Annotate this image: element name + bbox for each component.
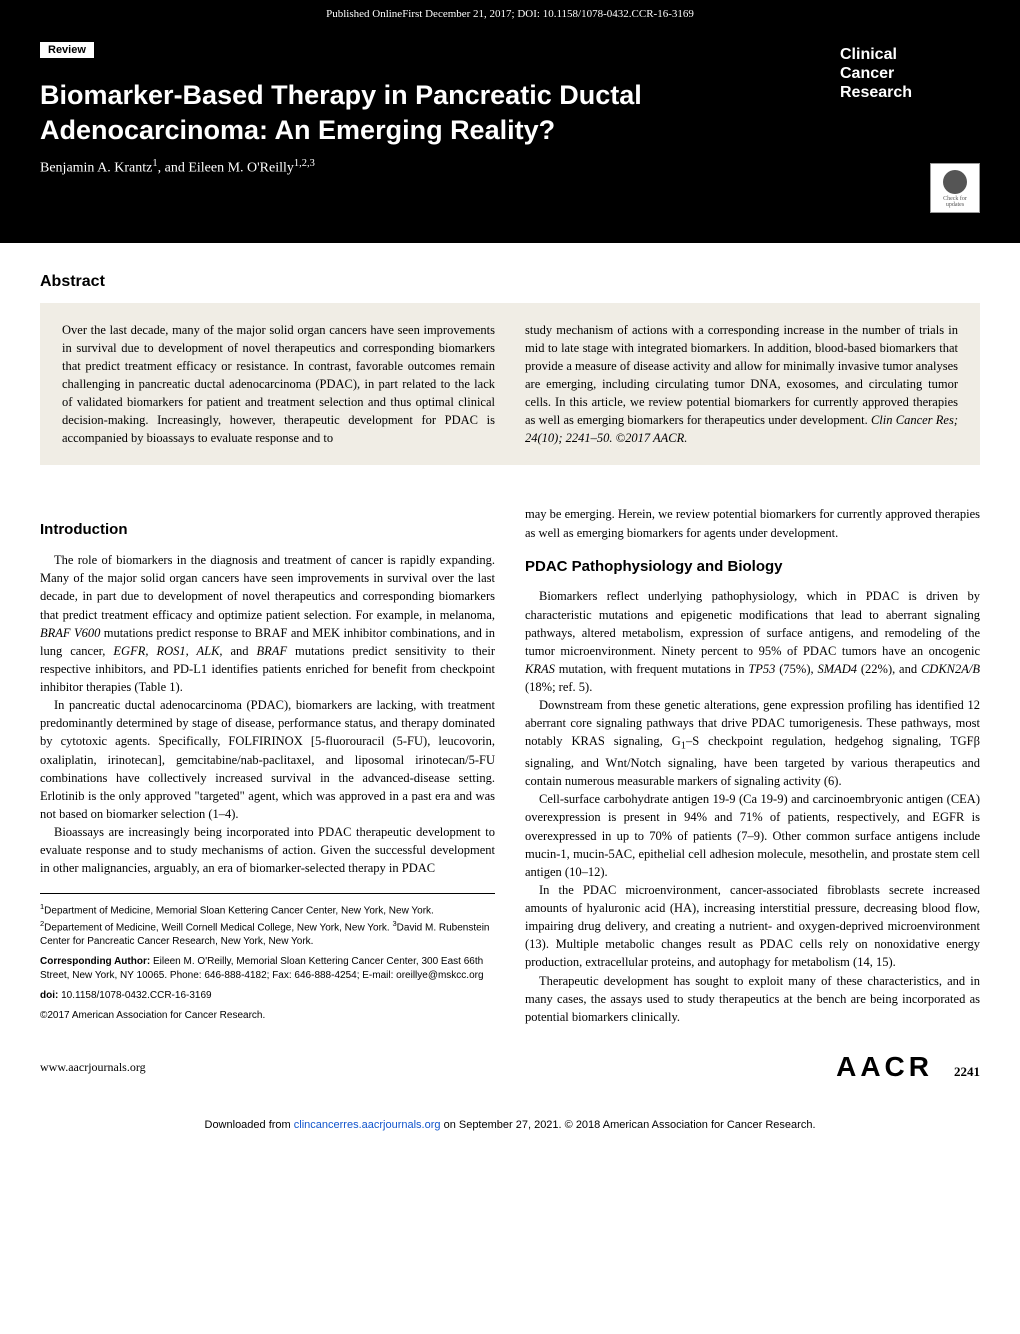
abstract-col-2: study mechanism of actions with a corres… [525,321,958,448]
footer-row: www.aacrjournals.org AACR 2241 [0,1039,1020,1103]
intro-p3: Bioassays are increasingly being incorpo… [40,823,495,877]
affiliations: 1Department of Medicine, Memorial Sloan … [40,902,495,949]
journal-brand: Clinical Cancer Research [840,40,980,103]
aacr-logo: AACR [836,1051,933,1082]
abstract-box: Over the last decade, many of the major … [40,303,980,466]
doi: doi: 10.1158/1078-0432.CCR-16-3169 [40,989,495,1003]
affiliation-divider [40,893,495,894]
title-area: Review Biomarker-Based Therapy in Pancre… [40,40,840,213]
check-updates-label: Check for updates [935,196,975,208]
introduction-heading: Introduction [40,519,495,541]
corresponding-author: Corresponding Author: Eileen M. O'Reilly… [40,955,495,983]
published-online-header: Published OnlineFirst December 21, 2017;… [0,0,1020,20]
footer-site: www.aacrjournals.org [40,1060,146,1075]
check-updates-icon [943,170,967,194]
right-p6: Therapeutic development has sought to ex… [525,972,980,1026]
brand-line-2: Cancer [840,64,980,83]
intro-p1: The role of biomarkers in the diagnosis … [40,551,495,696]
footer-right: AACR 2241 [836,1051,980,1083]
right-p2: Biomarkers reflect underlying pathophysi… [525,587,980,696]
right-p3: Downstream from these genetic alteration… [525,696,980,790]
right-p1: may be emerging. Herein, we review poten… [525,505,980,541]
check-for-updates-badge[interactable]: Check for updates [930,163,980,213]
copyright: ©2017 American Association for Cancer Re… [40,1009,495,1023]
patho-heading: PDAC Pathophysiology and Biology [525,556,980,578]
right-p5: In the PDAC microenvironment, cancer-ass… [525,881,980,972]
brand-line-3: Research [840,83,980,102]
abstract-col-1: Over the last decade, many of the major … [62,321,495,448]
abstract-heading: Abstract [40,273,980,291]
right-p4: Cell-surface carbohydrate antigen 19-9 (… [525,790,980,881]
download-footer: Downloaded from clincancerres.aacrjourna… [0,1103,1020,1149]
brand-line-1: Clinical [840,45,980,64]
brand-column: Clinical Cancer Research Check for updat… [840,40,980,213]
page-number: 2241 [954,1064,980,1079]
article-title: Biomarker-Based Therapy in Pancreatic Du… [40,78,810,148]
review-label: Review [40,42,94,58]
intro-p2: In pancreatic ductal adenocarcinoma (PDA… [40,696,495,823]
affiliations-block: 1Department of Medicine, Memorial Sloan … [40,902,495,1023]
main-content: Introduction The role of biomarkers in t… [0,485,1020,1039]
authors: Benjamin A. Krantz1, and Eileen M. O'Rei… [40,158,810,177]
left-column: Introduction The role of biomarkers in t… [40,505,495,1029]
title-block: Review Biomarker-Based Therapy in Pancre… [0,20,1020,243]
abstract-section: Abstract Over the last decade, many of t… [0,243,1020,486]
right-column: may be emerging. Herein, we review poten… [525,505,980,1029]
